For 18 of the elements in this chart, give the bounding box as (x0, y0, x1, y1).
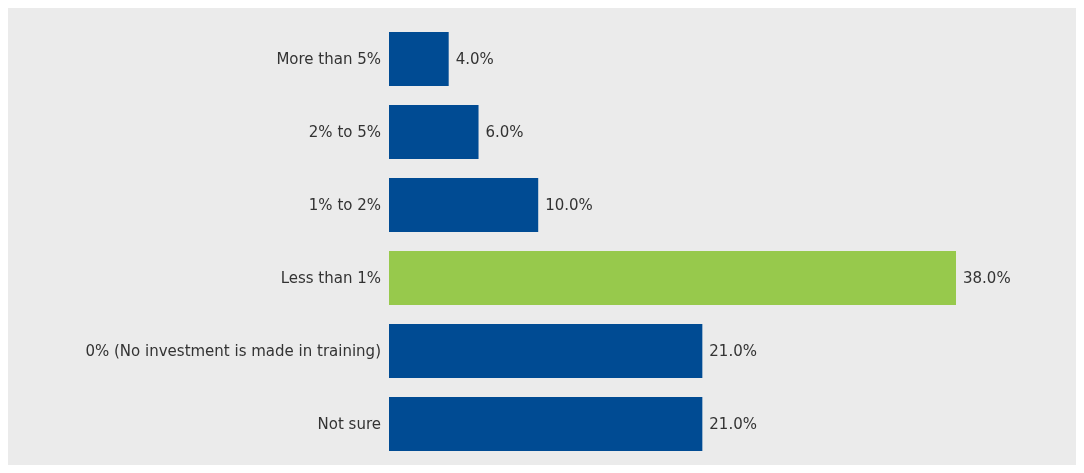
data-label: 4.0% (455, 50, 494, 69)
bar (389, 178, 539, 232)
y-tick-label: More than 5% (276, 50, 381, 69)
bar (389, 324, 703, 378)
y-tick-label: 0% (No investment is made in training) (85, 342, 381, 361)
y-tick-label: 1% to 2% (308, 196, 381, 215)
bar (389, 397, 703, 451)
y-tick-label: Not sure (317, 415, 381, 434)
bar (389, 32, 449, 86)
data-label: 38.0% (963, 269, 1011, 288)
y-tick-label: 2% to 5% (308, 123, 381, 142)
y-tick-label: Less than 1% (280, 269, 381, 288)
data-label: 10.0% (545, 196, 593, 215)
bar (389, 105, 479, 159)
bar (389, 251, 956, 305)
data-label: 6.0% (485, 123, 524, 142)
data-label: 21.0% (709, 415, 757, 434)
data-label: 21.0% (709, 342, 757, 361)
